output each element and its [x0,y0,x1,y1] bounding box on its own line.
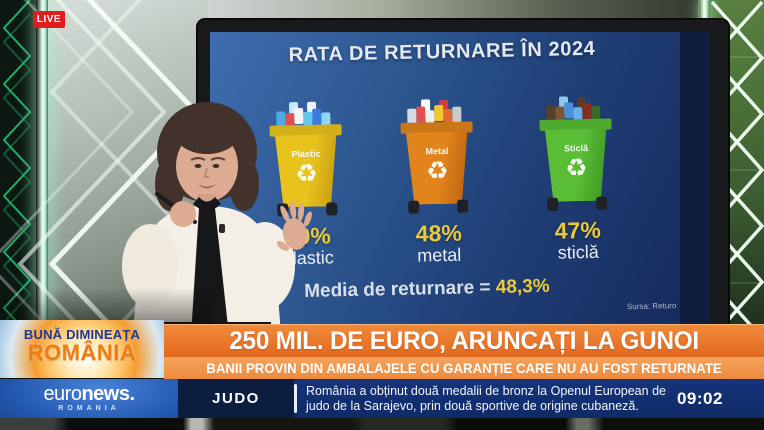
average-label: Media de returnare = [303,277,491,302]
bin-wheel [457,199,469,213]
bin-wheel [326,202,338,216]
recycle-bin-glass: Sticlă ♻ [539,105,613,215]
channel-logo-bold: news. [81,383,135,405]
subheadline-text: BANII PROVIN DIN AMBALAJELE CU GARANȚIE … [206,360,722,376]
clock: 09:02 [676,388,723,408]
average-value: 48,3% [495,275,550,298]
subheadline-bar: BANII PROVIN DIN AMBALAJELE CU GARANȚIE … [164,357,764,379]
channel-logo: euronews. [0,383,178,406]
source-credit: Sursa: Returo [626,301,677,312]
stat-metal: 48% metal [379,219,500,268]
live-badge: LIVE [33,11,65,28]
infographic: RATA DE RETURNARE ÎN 2024 Plastic ♻ Meta… [210,32,680,360]
bottom-bar: euronews. ROMANIA JUDO România a obținut… [0,379,764,418]
bin-wheel [596,196,608,210]
ticker-separator [294,384,297,413]
infographic-title: RATA DE RETURNARE ÎN 2024 [288,37,596,67]
show-logo-line2: ROMÂNIA [27,340,137,365]
channel-region: ROMANIA [58,405,120,412]
show-logo-line1: BUNĂ DIMINEAȚA [23,327,141,342]
recycle-icon: ♻ [564,154,588,183]
recycle-bin-metal: Metal ♻ [400,108,474,218]
news-category: JUDO [178,379,294,418]
ticker-line-2: judo de la Sarajevo, prin două sportive … [306,398,639,413]
channel-logo-light: euro [43,383,82,405]
bin-wheel [547,197,559,211]
recycle-icon: ♻ [425,156,449,186]
news-ticker: România a obținut două medalii de bronz … [294,379,764,418]
percent-label: sticlă [557,241,599,263]
channel-logo-block: euronews. ROMANIA [0,379,178,418]
percent-label: metal [417,244,462,266]
studio-floor-strip [0,418,764,430]
ticker-text: România a obținut două medalii de bronz … [306,384,666,414]
headline-text: 250 MIL. DE EURO, ARUNCAȚI LA GUNOI [229,327,699,355]
stat-glass: 47% sticlă [517,216,638,265]
bin-wheel [408,200,420,214]
show-logo: BUNĂ DIMINEAȚA ROMÂNIA [0,320,164,378]
ticker-line-1: România a obținut două medalii de bronz … [306,383,666,398]
headline-bar: 250 MIL. DE EURO, ARUNCAȚI LA GUNOI [164,324,764,358]
